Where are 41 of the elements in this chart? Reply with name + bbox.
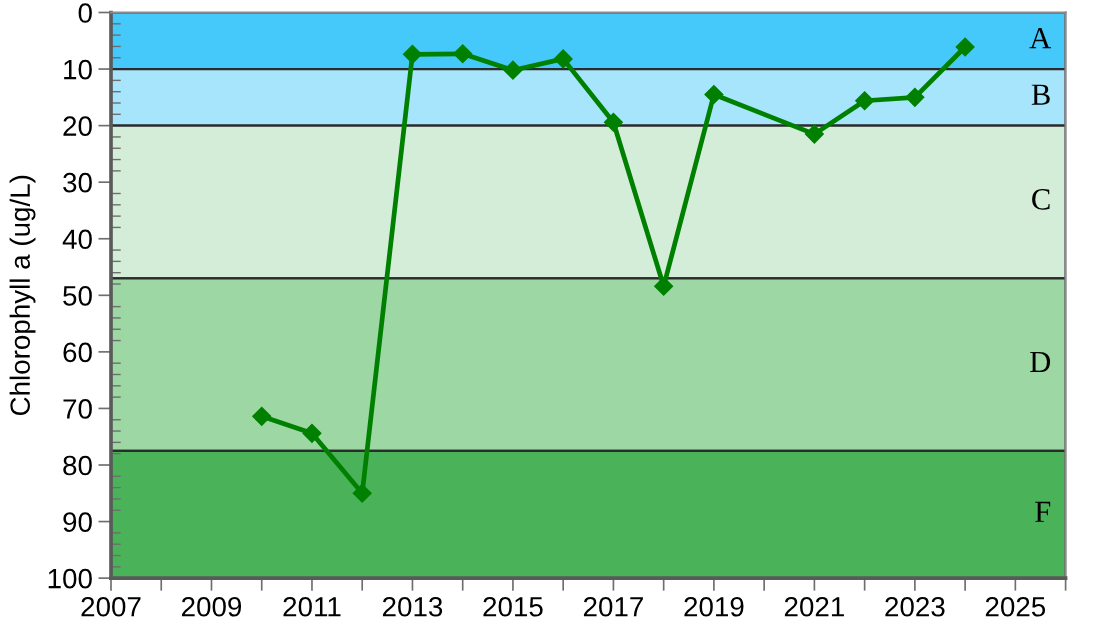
y-tick-label: 40 bbox=[62, 229, 92, 250]
y-tick-label: 20 bbox=[63, 116, 92, 136]
x-tick-label: 2019 bbox=[684, 596, 744, 617]
x-tick-label: 2015 bbox=[483, 596, 543, 617]
point bbox=[955, 37, 975, 57]
point bbox=[302, 423, 322, 443]
point bbox=[503, 60, 523, 80]
x-tick-label: 2013 bbox=[382, 596, 443, 617]
y-tick-label: 70 bbox=[63, 399, 92, 419]
y-tick-label: 90 bbox=[63, 512, 92, 532]
point bbox=[654, 276, 674, 296]
point bbox=[804, 124, 824, 144]
point bbox=[402, 44, 422, 64]
point bbox=[855, 91, 875, 111]
x-tick-label: 2017 bbox=[583, 596, 643, 617]
point bbox=[603, 112, 623, 132]
y-tick-label: 100 bbox=[48, 568, 92, 589]
point bbox=[252, 406, 272, 426]
y-tick-label: 30 bbox=[63, 172, 92, 193]
x-tick-label: 2021 bbox=[784, 596, 844, 617]
point bbox=[553, 49, 573, 69]
y-tick-label: 50 bbox=[63, 285, 92, 306]
point bbox=[704, 84, 724, 105]
band-label: D bbox=[1030, 351, 1051, 373]
band-label: A bbox=[1029, 27, 1052, 49]
x-tick-label: 2023 bbox=[885, 596, 945, 617]
x-tick-label: 2009 bbox=[181, 596, 242, 617]
point bbox=[905, 87, 925, 107]
y-tick-label: 0 bbox=[78, 3, 92, 23]
x-tick-label: 2011 bbox=[283, 596, 341, 617]
band-label: F bbox=[1035, 501, 1051, 522]
band-label: C bbox=[1032, 189, 1050, 210]
y-tick-label: 60 bbox=[63, 342, 92, 363]
y-tick-label: 80 bbox=[63, 455, 92, 476]
point bbox=[453, 44, 473, 64]
point bbox=[352, 483, 372, 503]
y-axis-title: Chlorophyll a (ug/L) bbox=[9, 175, 36, 416]
x-tick-label: 2025 bbox=[985, 596, 1046, 617]
y-tick-label: 10 bbox=[64, 59, 92, 80]
band-label: B bbox=[1031, 84, 1050, 105]
x-tick-label: 2007 bbox=[81, 596, 141, 617]
